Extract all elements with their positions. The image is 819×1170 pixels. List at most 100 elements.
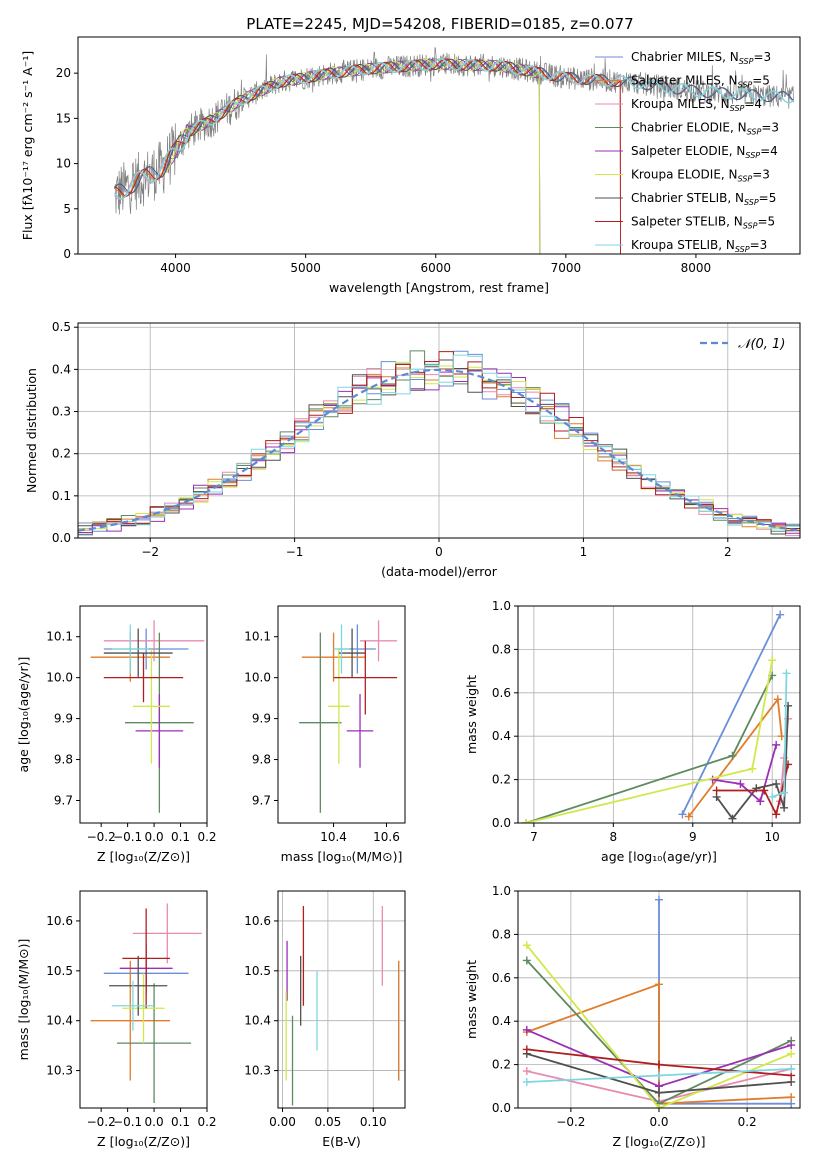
mass-weight-marker — [655, 1060, 663, 1069]
spectrum-ylabel: Flux [fλ10⁻¹⁷ erg cm⁻² s⁻¹ A⁻¹] — [20, 51, 35, 240]
residuals-ytick-label: 0.4 — [52, 362, 71, 376]
mass-vs-ebv-frame — [277, 890, 406, 1109]
mass-weight-vs-Z-panel: −0.2 0.0 0.2 0.0 0.2 0.4 0.6 0.8 1.0 Z [log₁₀(Z/Z… — [464, 884, 801, 1149]
errorbar-point — [338, 628, 366, 678]
mass-weight-vs-age-xtick-label: 10 — [765, 830, 780, 844]
errorbar-point — [122, 973, 165, 1044]
age-vs-mass-xlabel: mass [log₁₀(M/M⊙)] — [281, 849, 403, 864]
mass-weight-line — [526, 983, 792, 1105]
mass-vs-ebv-ytick-label: 10.6 — [244, 914, 271, 928]
legend-entry: Salpeter MILES, NSSP=5 — [631, 74, 770, 90]
errorbar-point — [103, 653, 184, 703]
errorbar-point — [301, 632, 366, 682]
errorbar-point — [111, 980, 155, 1031]
legend-entry: Kroupa STELIB, NSSP=3 — [631, 238, 767, 254]
mass-vs-ebv-plot-area — [278, 891, 405, 1108]
mass-vs-Z-xlabel: Z [log₁₀(Z/Z⊙)] — [97, 1134, 190, 1149]
mass-weight-vs-Z-ylabel: mass weight — [464, 960, 479, 1039]
residuals-ytick-label: 0.3 — [52, 405, 71, 419]
age-vs-Z-ytick-label: 9.8 — [54, 753, 73, 767]
mass-weight-vs-age-ytick-label: 0.8 — [492, 642, 511, 656]
mass-vs-ebv-xlabel: E(B-V) — [322, 1134, 361, 1149]
normal-reference-curve — [78, 368, 800, 532]
spectrum-xtick-label: 5000 — [290, 261, 321, 275]
mass-vs-Z-plot-area — [90, 903, 202, 1104]
mass-weight-marker — [776, 610, 785, 619]
errorbar-point — [103, 628, 173, 678]
age-vs-Z-xtick-label: 0.1 — [171, 830, 190, 844]
mass-vs-Z-ytick-label: 10.5 — [46, 964, 73, 978]
mass-vs-ebv-xtick-label: 0.05 — [315, 1115, 342, 1129]
spectrum-xtick-label: 6000 — [420, 261, 451, 275]
mass-weight-vs-Z-ytick-label: 0.0 — [492, 1101, 511, 1115]
mass-weight-marker — [772, 740, 781, 749]
spectrum-ytick-label: 15 — [56, 111, 71, 125]
age-vs-mass-ytick-label: 9.8 — [252, 753, 271, 767]
mass-weight-marker — [728, 751, 737, 760]
legend-entry: Chabrier STELIB, NSSP=5 — [631, 191, 776, 207]
mass-weight-marker — [522, 956, 531, 965]
age-vs-mass-panel: 10.4 10.6 9.7 9.8 9.9 10.0 10.1 mass [log₁₀(M/M… — [244, 605, 406, 864]
residual-histogram — [78, 351, 800, 529]
age-vs-mass-ytick-label: 10.1 — [244, 630, 271, 644]
age-vs-Z-ytick-label: 10.0 — [46, 671, 73, 685]
mass-weight-marker — [787, 1064, 796, 1073]
residuals-xtick-label: −2 — [141, 545, 159, 559]
mass-weight-marker — [736, 779, 745, 788]
mass-weight-marker — [772, 779, 781, 788]
mass-vs-Z-panel: −0.2−0.1 0.0 0.1 0.2 10.3 10.4 10.5 10.6 Z [log₁… — [16, 890, 217, 1149]
mass-vs-Z-xtick-label: 0.0 — [145, 1115, 164, 1129]
spectrum-ytick-label: 10 — [56, 157, 71, 171]
mass-weight-vs-age-ytick-label: 0.2 — [492, 773, 511, 787]
figure-title: PLATE=2245, MJD=54208, FIBERID=0185, z=0… — [246, 15, 633, 33]
mass-vs-ebv-xtick-label: 0.10 — [360, 1115, 387, 1129]
mass-weight-vs-age-ylabel: mass weight — [464, 675, 479, 754]
mass-weight-marker — [678, 810, 687, 819]
residuals-ylabel: Normed distribution — [24, 368, 39, 493]
mass-weight-marker — [760, 786, 769, 795]
mass-weight-marker — [748, 764, 757, 773]
mass-vs-Z-frame — [79, 890, 208, 1109]
mass-weight-vs-age-ytick-label: 0.4 — [492, 729, 511, 743]
age-vs-Z-xtick-label: −0.2 — [87, 830, 116, 844]
mass-weight-vs-age-xlabel: age [log₁₀(age/yr)] — [601, 849, 717, 864]
mass-weight-vs-Z-xtick-label: −0.2 — [556, 1115, 585, 1129]
mass-weight-marker — [782, 669, 791, 678]
mass-weight-vs-age-panel: 7 8 9 10 0.0 0.2 0.4 0.6 0.8 1.0 age [log₁₀(age/yr… — [464, 599, 801, 864]
mass-weight-vs-age-plot-area — [518, 606, 800, 823]
mass-weight-vs-age-xtick-label: 7 — [530, 830, 538, 844]
spectrum-frame — [77, 36, 801, 255]
spectrum-model-line — [114, 58, 794, 194]
residuals-xtick-label: −1 — [286, 545, 304, 559]
mass-weight-marker — [655, 1088, 663, 1097]
spectrum-legend: Chabrier MILES, NSSP=3 Salpeter MILES, NS… — [595, 50, 779, 254]
mass-vs-Z-ytick-label: 10.6 — [46, 914, 73, 928]
residuals-ytick-label: 0.0 — [52, 531, 71, 545]
spectrum-xtick-label: 8000 — [681, 261, 712, 275]
mass-weight-marker — [768, 792, 777, 801]
mass-weight-marker — [655, 895, 663, 904]
residuals-xtick-label: 2 — [724, 545, 732, 559]
mass-weight-marker — [684, 812, 693, 821]
mass-weight-vs-Z-ytick-label: 0.2 — [492, 1058, 511, 1072]
mass-weight-vs-Z-ytick-label: 0.8 — [492, 927, 511, 941]
errorbar-point — [122, 908, 170, 1009]
errorbar-point — [103, 620, 205, 662]
mass-weight-marker — [773, 695, 782, 704]
age-vs-Z-frame — [79, 605, 208, 824]
age-vs-mass-plot-area — [299, 620, 398, 813]
age-vs-Z-ytick-label: 9.9 — [54, 712, 73, 726]
age-vs-mass-ytick-label: 9.9 — [252, 712, 271, 726]
mass-weight-vs-Z-xtick-label: 0.0 — [649, 1115, 668, 1129]
errorbar-point — [346, 694, 374, 768]
age-vs-Z-xtick-label: 0.2 — [197, 830, 216, 844]
residuals-xtick-label: 0 — [435, 545, 443, 559]
mass-vs-Z-xtick-label: −0.2 — [87, 1115, 116, 1129]
spectrum-ytick-label: 5 — [63, 202, 71, 216]
spectrum-panel: 4000 5000 6000 7000 8000 0 5 10 15 20 wavelength [… — [20, 36, 801, 295]
mass-weight-marker — [780, 788, 789, 797]
spectrum-xtick-label: 4000 — [160, 261, 191, 275]
age-vs-mass-ytick-label: 10.0 — [244, 671, 271, 685]
spectrum-model-line — [114, 58, 794, 195]
